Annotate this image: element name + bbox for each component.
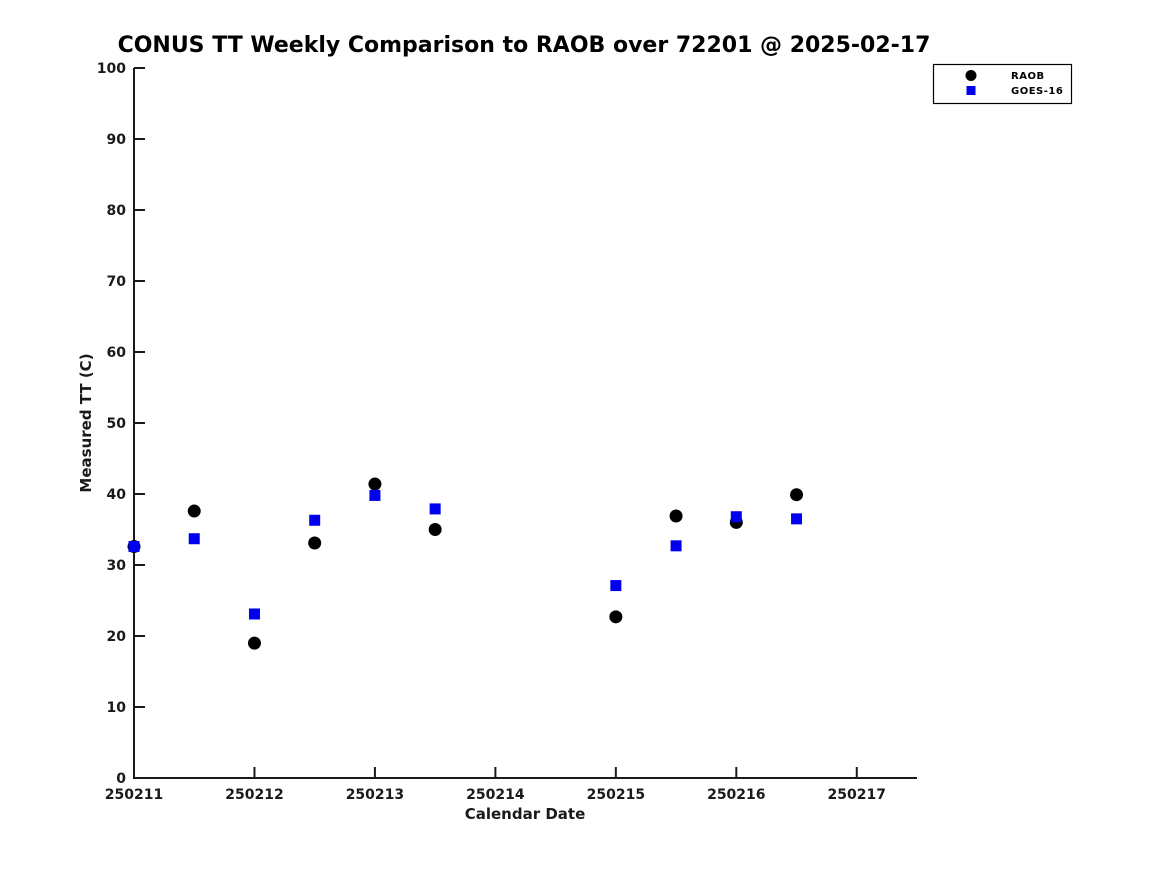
legend-label-raob: RAOB	[1011, 71, 1045, 82]
y-tick-label: 40	[107, 487, 127, 503]
legend-marker-raob-icon	[965, 70, 977, 81]
y-tick-label: 20	[107, 629, 127, 645]
plot-spines	[133, 68, 917, 779]
data-point-goes-16	[128, 541, 140, 553]
y-tick-label: 90	[107, 132, 127, 148]
legend-marker-goes-16-icon	[966, 86, 976, 95]
y-tick-label: 10	[107, 700, 127, 716]
data-point-goes-16	[670, 540, 682, 552]
data-point-raob	[669, 509, 683, 523]
x-tick-label: 250215	[587, 787, 645, 803]
data-point-goes-16	[610, 580, 622, 592]
data-point-goes-16	[429, 503, 441, 515]
y-tick-label: 30	[107, 558, 127, 574]
y-axis: 0 10 20 30 40 50 60 70 80 90 100	[97, 61, 145, 787]
data-point-goes-16	[369, 489, 381, 501]
data-point-goes-16	[791, 513, 803, 525]
data-point-raob	[368, 477, 382, 491]
data-point-goes-16	[188, 533, 200, 545]
data-point-raob	[187, 504, 201, 518]
legend-label-goes-16: GOES-16	[1011, 86, 1063, 97]
x-tick-label: 250217	[828, 787, 886, 803]
y-tick-label: 50	[107, 416, 127, 432]
x-tick-label: 250212	[225, 787, 283, 803]
data-point-raob	[308, 536, 322, 550]
x-tick-label: 250214	[466, 787, 525, 803]
legend: RAOB GOES-16	[932, 63, 1073, 105]
y-tick-label: 100	[97, 61, 126, 77]
chart-title: CONUS TT Weekly Comparison to RAOB over …	[118, 33, 931, 58]
data-point-goes-16	[309, 514, 321, 526]
data-point-raob	[247, 636, 261, 650]
x-axis-label: Calendar Date	[465, 805, 586, 823]
data-points	[127, 477, 804, 650]
x-axis: 250211 250212 250213 250214 250215 250216 2502…	[105, 767, 886, 803]
x-tick-label: 250211	[105, 787, 163, 803]
data-point-raob	[790, 488, 804, 502]
data-point-goes-16	[730, 511, 742, 523]
data-point-raob	[609, 610, 623, 624]
data-point-goes-16	[248, 608, 260, 620]
y-tick-label: 60	[107, 345, 127, 361]
data-point-raob	[428, 523, 442, 536]
y-tick-label: 0	[116, 771, 126, 787]
y-tick-label: 70	[107, 274, 127, 290]
legend-box	[932, 63, 1073, 105]
y-axis-label: Measured TT (C)	[77, 353, 95, 492]
x-tick-label: 250216	[707, 787, 765, 803]
y-tick-label: 80	[107, 203, 127, 219]
x-tick-label: 250213	[346, 787, 404, 803]
